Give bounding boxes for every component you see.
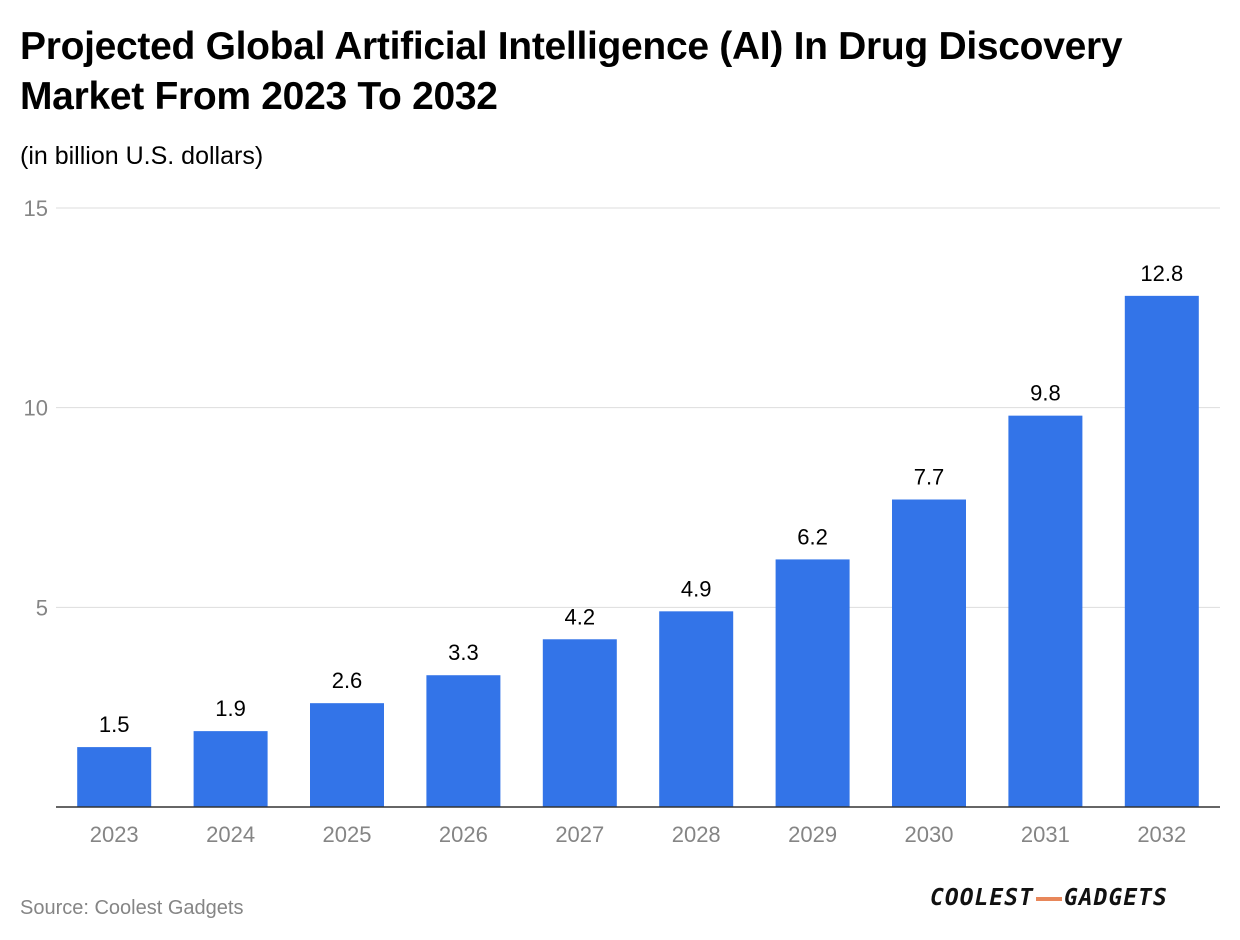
y-tick-label: 15 <box>24 196 48 221</box>
bar-value-label: 4.9 <box>681 576 712 601</box>
bar-value-label: 3.3 <box>448 640 479 665</box>
x-tick-label: 2027 <box>555 822 604 847</box>
x-tick-label: 2031 <box>1021 822 1070 847</box>
logo-text-left: COOLEST <box>930 885 1034 911</box>
bar <box>892 499 966 807</box>
bar-chart: 5 10 15 1.5 2023 1.9 2024 2.6 2025 3.3 2026 4.2 2027… <box>24 196 1220 847</box>
bar <box>193 731 268 807</box>
bar <box>426 675 501 807</box>
y-tick-label: 5 <box>36 595 48 620</box>
coolest-gadgets-logo: COOLEST GADGETS <box>930 878 1168 918</box>
x-tick-label: 2025 <box>323 822 372 847</box>
y-tick-label: 10 <box>24 396 48 421</box>
x-tick-label: 2023 <box>90 822 139 847</box>
x-tick-label: 2030 <box>905 822 954 847</box>
x-tick-label: 2029 <box>788 822 837 847</box>
bar-value-label: 1.5 <box>99 712 130 737</box>
x-tick-label: 2026 <box>439 822 488 847</box>
chart-title: Projected Global Artificial Intelligence… <box>20 25 1123 118</box>
chart-subtitle: (in billion U.S. dollars) <box>20 142 264 170</box>
bar-value-label: 2.6 <box>332 668 363 693</box>
logo-text-right: GADGETS <box>1063 885 1168 911</box>
bar-value-label: 9.8 <box>1030 381 1061 406</box>
x-tick-label: 2028 <box>672 822 721 847</box>
bar-value-label: 7.7 <box>914 465 945 490</box>
bar-value-label: 12.8 <box>1140 261 1183 286</box>
bar <box>310 703 384 807</box>
bar <box>775 559 850 807</box>
bar <box>1124 295 1199 807</box>
x-tick-label: 2032 <box>1137 822 1186 847</box>
bar <box>542 639 617 807</box>
bar-value-label: 4.2 <box>565 604 596 629</box>
bar <box>659 611 734 807</box>
x-tick-label: 2024 <box>206 822 255 847</box>
source-note: Source: Coolest Gadgets <box>20 897 244 919</box>
bar <box>77 747 152 807</box>
logo-dash <box>1035 896 1062 901</box>
bar <box>1008 415 1083 807</box>
bar-value-label: 1.9 <box>215 696 246 721</box>
bar-value-label: 6.2 <box>797 524 828 549</box>
